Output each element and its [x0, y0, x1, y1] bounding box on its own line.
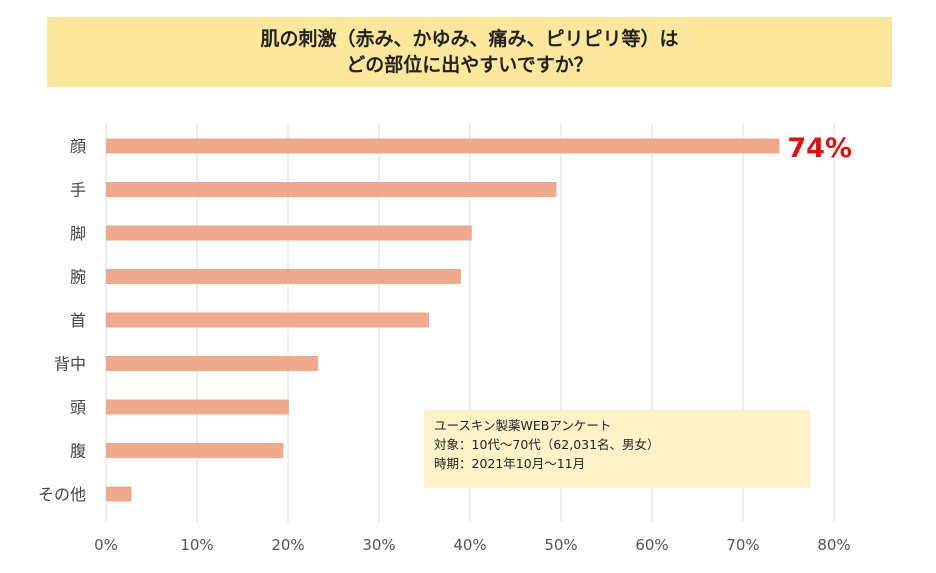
x-tick-label: 80% — [817, 536, 850, 554]
category-label: 脚 — [70, 224, 86, 243]
x-tick-label: 10% — [180, 536, 213, 554]
survey-source: ユースキン製薬WEBアンケート — [434, 418, 612, 433]
category-label: 首 — [70, 311, 86, 330]
x-tick-label: 40% — [453, 536, 486, 554]
category-label: 腕 — [70, 268, 86, 287]
x-tick-label: 60% — [635, 536, 668, 554]
category-label: 背中 — [54, 355, 86, 374]
chart-title-line-1: 肌の刺激（赤み、かゆみ、痛み、ピリピリ等）は — [260, 28, 679, 50]
x-tick-label: 30% — [362, 536, 395, 554]
survey-target: 対象：10代〜70代（62,031名、男女） — [434, 437, 660, 452]
bar — [106, 138, 780, 154]
category-label: 腹 — [70, 442, 86, 461]
chart-title-line-2: どの部位に出やすいですか？ — [346, 54, 593, 76]
category-label: その他 — [38, 485, 86, 504]
category-label: 顔 — [70, 137, 86, 156]
survey-note-box: ユースキン製薬WEBアンケート 対象：10代〜70代（62,031名、男女） 時… — [424, 410, 810, 488]
bar — [106, 182, 557, 197]
bar — [106, 443, 284, 458]
chart-title-box: 肌の刺激（赤み、かゆみ、痛み、ピリピリ等）は どの部位に出やすいですか？ — [47, 17, 892, 87]
x-tick-label: 70% — [726, 536, 759, 554]
bar — [106, 269, 461, 284]
x-tick-label: 0% — [94, 536, 118, 554]
category-label: 頭 — [70, 398, 86, 417]
x-tick-label: 20% — [271, 536, 304, 554]
bar — [106, 486, 132, 502]
x-tick-label: 50% — [544, 536, 577, 554]
category-label: 手 — [70, 181, 86, 200]
bar — [106, 312, 430, 328]
bar — [106, 399, 289, 415]
bar — [106, 225, 472, 241]
survey-period: 時期：2021年10月〜11月 — [434, 456, 586, 471]
data-label: 74% — [787, 133, 852, 164]
bar — [106, 356, 319, 371]
